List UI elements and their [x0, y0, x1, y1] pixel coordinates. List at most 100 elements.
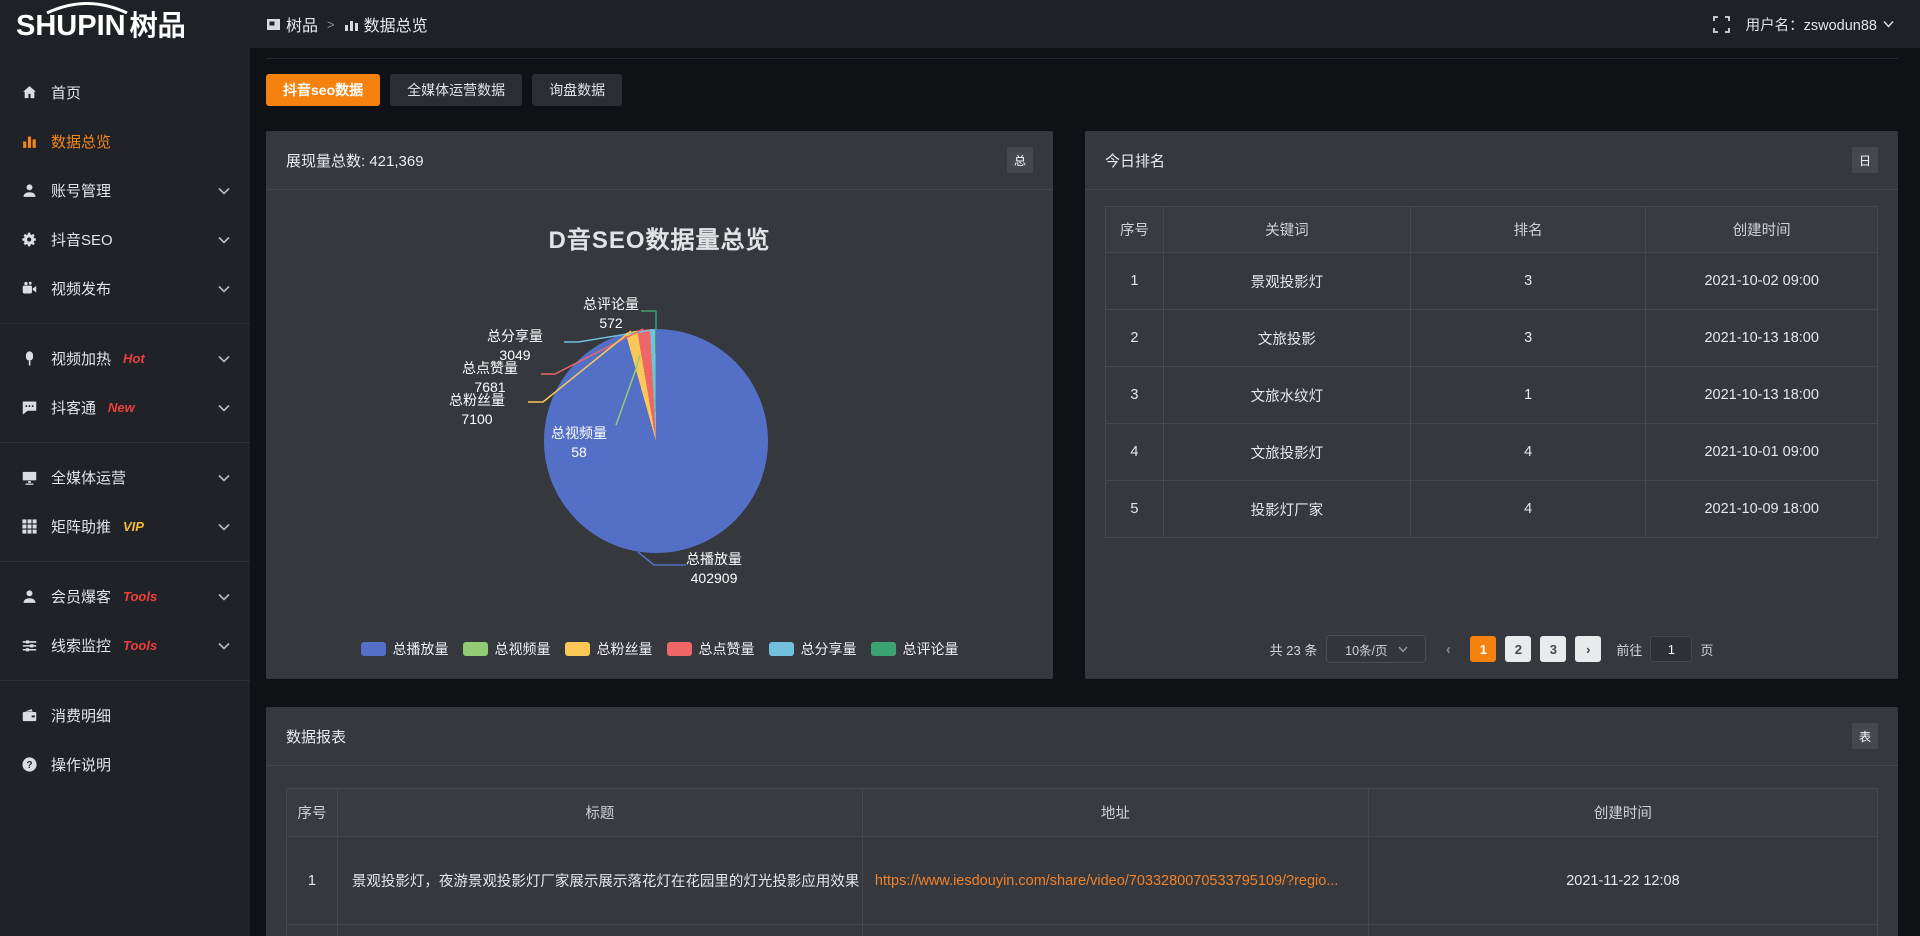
sidebar-item-data-overview[interactable]: 数据总览	[0, 117, 250, 166]
page-button-1[interactable]: 1	[1470, 636, 1497, 662]
chevron-down-icon	[218, 474, 230, 482]
legend-swatch	[462, 642, 488, 656]
question-circle-icon: ?	[20, 756, 38, 774]
main-content: 抖音seo数据 全媒体运营数据 询盘数据 展现量总数: 421,369 总 D音…	[250, 48, 1920, 936]
legend-swatch	[666, 642, 692, 656]
rank-table-header-row: 序号 关键词 排名 创建时间	[1105, 206, 1878, 253]
tab-douyin-seo-data[interactable]: 抖音seo数据	[266, 74, 381, 106]
member-icon	[20, 588, 38, 606]
sidebar-item-lead-monitor[interactable]: 线索监控 Tools	[0, 621, 250, 670]
monitor-icon	[20, 469, 38, 487]
tab-omnimedia-data[interactable]: 全媒体运营数据	[390, 74, 523, 106]
page-size-select[interactable]: 10条/页	[1326, 635, 1427, 663]
impressions-total-label: 展现量总数: 421,369	[286, 152, 424, 170]
chevron-down-icon	[218, 187, 230, 195]
logo-arc-decoration	[46, 2, 128, 14]
header-divider	[266, 58, 1898, 59]
video-link[interactable]: https://www.iesdouyin.com/share/video/70…	[874, 872, 1339, 889]
col-index: 序号	[286, 788, 338, 837]
bar-chart-icon	[344, 20, 358, 31]
today-ranking-panel: 今日排名 日 序号 关键词 排名 创建时间	[1085, 131, 1898, 679]
user-menu[interactable]: 用户名：zswodun88	[1746, 14, 1894, 35]
legend-swatch	[870, 642, 896, 656]
sidebar-item-video-publish[interactable]: 视频发布	[0, 264, 250, 313]
tools-badge: Tools	[123, 589, 158, 604]
fullscreen-icon[interactable]	[1712, 15, 1730, 33]
user-icon	[20, 182, 38, 200]
chevron-down-icon	[218, 404, 230, 412]
chat-bubble-icon	[20, 399, 38, 417]
pie-label-comments: 总评论量 572	[583, 296, 639, 331]
goto-page-input[interactable]	[1650, 636, 1693, 662]
report-table-wrap: 序号 标题 地址 创建时间 1 景观投影灯，夜游景观投影灯厂家展示展示落花灯在花…	[266, 766, 1898, 936]
username-label: 用户名：zswodun88	[1745, 17, 1877, 34]
day-toggle-button[interactable]: 日	[1852, 147, 1878, 173]
wallet-icon	[20, 707, 38, 725]
data-report-panel: 数据报表 表 序号 标题 地址 创建时间	[266, 707, 1898, 936]
video-camera-icon	[20, 280, 38, 298]
legend-item-videos[interactable]: 总视频量	[462, 639, 551, 659]
breadcrumb-root[interactable]: 树品	[266, 12, 318, 36]
page-button-2[interactable]: 2	[1505, 636, 1532, 662]
tab-inquiry-data[interactable]: 询盘数据	[532, 74, 623, 106]
sidebar-item-instructions[interactable]: ? 操作说明	[0, 740, 250, 789]
goto-label: 前往	[1616, 642, 1643, 658]
sidebar-divider	[0, 323, 250, 324]
table-row: 1 景观投影灯 3 2021-10-02 09:00	[1105, 252, 1878, 310]
legend-item-plays[interactable]: 总播放量	[360, 639, 449, 659]
col-index: 序号	[1105, 206, 1164, 253]
legend-item-comments[interactable]: 总评论量	[870, 639, 959, 659]
rank-table-wrap: 序号 关键词 排名 创建时间 1 景观投影灯 3 2021-10-02 09:00	[1085, 190, 1898, 538]
pie-label-plays: 总播放量 402909	[686, 551, 742, 586]
chevron-down-icon	[218, 285, 230, 293]
col-created: 创建时间	[1645, 206, 1878, 253]
gear-icon	[20, 231, 38, 249]
legend-item-likes[interactable]: 总点赞量	[666, 639, 755, 659]
prev-page-button[interactable]: ‹	[1445, 640, 1451, 658]
bar-chart-icon	[20, 133, 38, 151]
page-button-3[interactable]: 3	[1540, 636, 1567, 662]
goto-page: 前往 页	[1616, 636, 1713, 662]
sidebar-item-omnimedia-operation[interactable]: 全媒体运营	[0, 453, 250, 502]
svg-text:?: ?	[26, 760, 32, 771]
rank-table: 序号 关键词 排名 创建时间 1 景观投影灯 3 2021-10-02 09:00	[1105, 206, 1878, 538]
total-toggle-button[interactable]: 总	[1007, 147, 1033, 173]
chevron-down-icon	[218, 523, 230, 531]
table-toggle-button[interactable]: 表	[1852, 723, 1878, 749]
rank-panel-header: 今日排名 日	[1085, 131, 1898, 190]
grid-icon	[20, 518, 38, 536]
chevron-down-icon	[1398, 646, 1408, 652]
logo-text-cn: 树品	[129, 10, 186, 41]
sidebar-item-doukeTong[interactable]: 抖客通 New	[0, 383, 250, 432]
logo-text-en: SHUPIN	[16, 10, 126, 42]
sidebar-item-home[interactable]: 首页	[0, 68, 250, 117]
chevron-down-icon	[218, 593, 230, 601]
breadcrumb: 树品 > 数据总览	[266, 12, 428, 36]
sidebar-divider	[0, 442, 250, 443]
hot-badge: Hot	[123, 351, 145, 366]
pie-chart: 总评论量 572 总分享量 3049 总点赞量 7681 总粉丝量 7100 总视频量 5…	[266, 257, 1053, 649]
sidebar-item-douyin-seo[interactable]: 抖音SEO	[0, 215, 250, 264]
sidebar-item-member-burst[interactable]: 会员爆客 Tools	[0, 572, 250, 621]
app-logo: SHUPIN 树品	[0, 2, 250, 44]
breadcrumb-current[interactable]: 数据总览	[344, 12, 428, 36]
col-rank: 排名	[1409, 206, 1647, 253]
report-table: 序号 标题 地址 创建时间 1 景观投影灯，夜游景观投影灯厂家展示展示落花灯在花…	[286, 788, 1879, 936]
legend-item-shares[interactable]: 总分享量	[768, 639, 857, 659]
video-title-cell: 景观投影灯，夜游景观投影灯厂家展示展示落花灯在花园里的灯光投影应用效果 #景观投…	[336, 836, 863, 925]
breadcrumb-separator: >	[327, 16, 335, 32]
report-panel-title: 数据报表	[286, 728, 347, 746]
sidebar-item-account-management[interactable]: 账号管理	[0, 166, 250, 215]
next-page-button[interactable]: ›	[1575, 636, 1602, 662]
popsicle-icon	[20, 350, 38, 368]
sidebar-item-matrix-boost[interactable]: 矩阵助推 VIP	[0, 502, 250, 551]
sidebar-item-video-heat[interactable]: 视频加热 Hot	[0, 334, 250, 383]
pie-label-videos: 总视频量 58	[551, 425, 607, 460]
col-keyword: 关键词	[1162, 206, 1411, 253]
col-title: 标题	[336, 788, 863, 837]
legend-item-fans[interactable]: 总粉丝量	[564, 639, 653, 659]
sidebar-item-consumption-detail[interactable]: 消费明细	[0, 691, 250, 740]
home-icon	[20, 84, 38, 102]
top-panels-row: 展现量总数: 421,369 总 D音SEO数据量总览 总评	[266, 131, 1898, 679]
pie-chart-title: D音SEO数据量总览	[548, 227, 771, 254]
